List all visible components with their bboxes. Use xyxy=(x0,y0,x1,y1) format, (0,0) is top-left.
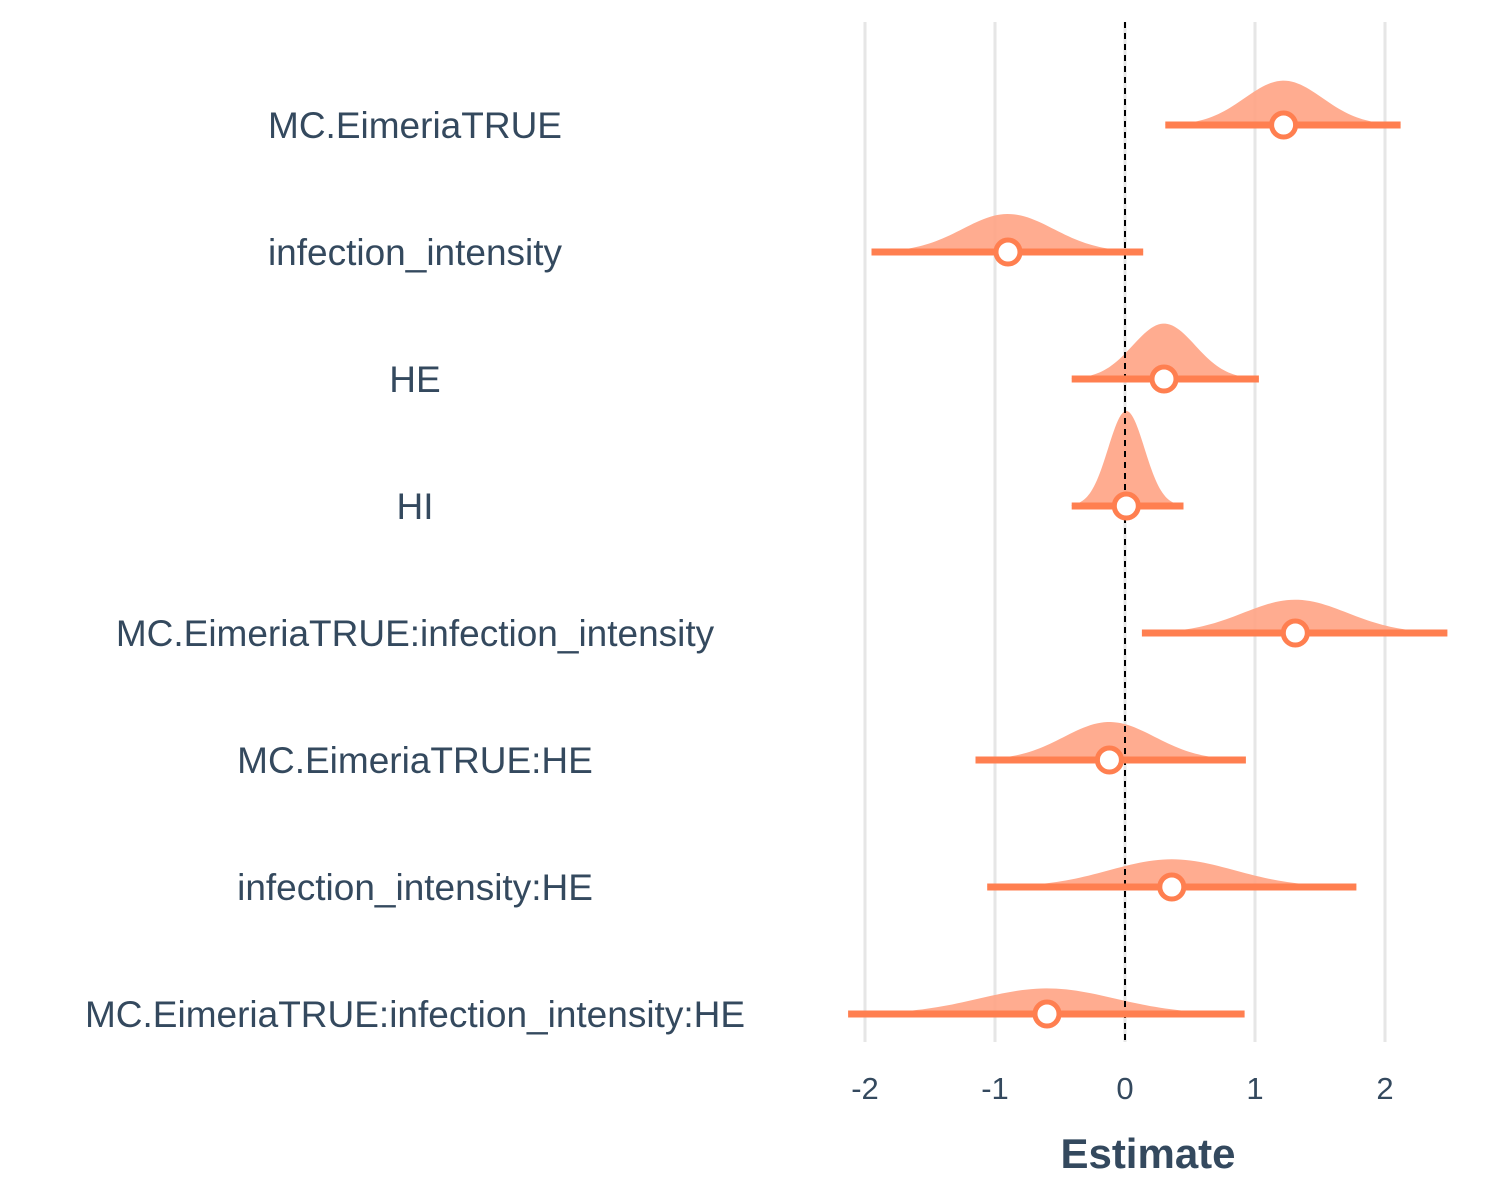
x-tick-label: 2 xyxy=(1376,1071,1393,1106)
x-tick-label: -1 xyxy=(981,1071,1009,1106)
density-infection_intensity xyxy=(871,214,1144,252)
point-estimate-MC.EimeriaTRUE:infection_intensity xyxy=(1280,618,1310,648)
point-estimate-infection_intensity:HE xyxy=(1157,872,1187,902)
point-estimate-HI xyxy=(1111,491,1141,521)
term-label: infection_intensity xyxy=(268,232,563,273)
term-label: HI xyxy=(397,486,434,527)
term-labels: MC.EimeriaTRUE infection_intensity HE HI MC.… xyxy=(85,105,745,1035)
term-label: MC.EimeriaTRUE xyxy=(268,105,562,146)
term-label: MC.EimeriaTRUE:infection_intensity xyxy=(116,613,715,654)
density-HE xyxy=(1071,323,1259,379)
term-label: MC.EimeriaTRUE:infection_intensity:HE xyxy=(85,994,745,1035)
density-HI xyxy=(1071,411,1184,506)
point-estimate-MC.EimeriaTRUE xyxy=(1269,110,1299,140)
x-axis: -2 -1 0 1 2 xyxy=(851,1071,1393,1106)
density-MC.EimeriaTRUE:infection_intensity xyxy=(1141,599,1448,633)
point-estimate-MC.EimeriaTRUE:infection_intensity:HE xyxy=(1032,999,1062,1029)
density-MC.EimeriaTRUE xyxy=(1165,80,1401,125)
point-estimate-MC.EimeriaTRUE:HE xyxy=(1094,745,1124,775)
point-estimate-infection_intensity xyxy=(993,237,1023,267)
density-MC.EimeriaTRUE:HE xyxy=(975,722,1246,760)
term-label: HE xyxy=(389,359,440,400)
point-estimate-HE xyxy=(1149,364,1179,394)
x-tick-label: 0 xyxy=(1116,1071,1133,1106)
x-tick-label: -2 xyxy=(851,1071,879,1106)
plot-marks xyxy=(848,22,1448,1042)
x-axis-title: Estimate xyxy=(1060,1130,1235,1177)
term-label: MC.EimeriaTRUE:HE xyxy=(237,740,593,781)
term-label: infection_intensity:HE xyxy=(237,867,593,908)
x-tick-label: 1 xyxy=(1246,1071,1263,1106)
